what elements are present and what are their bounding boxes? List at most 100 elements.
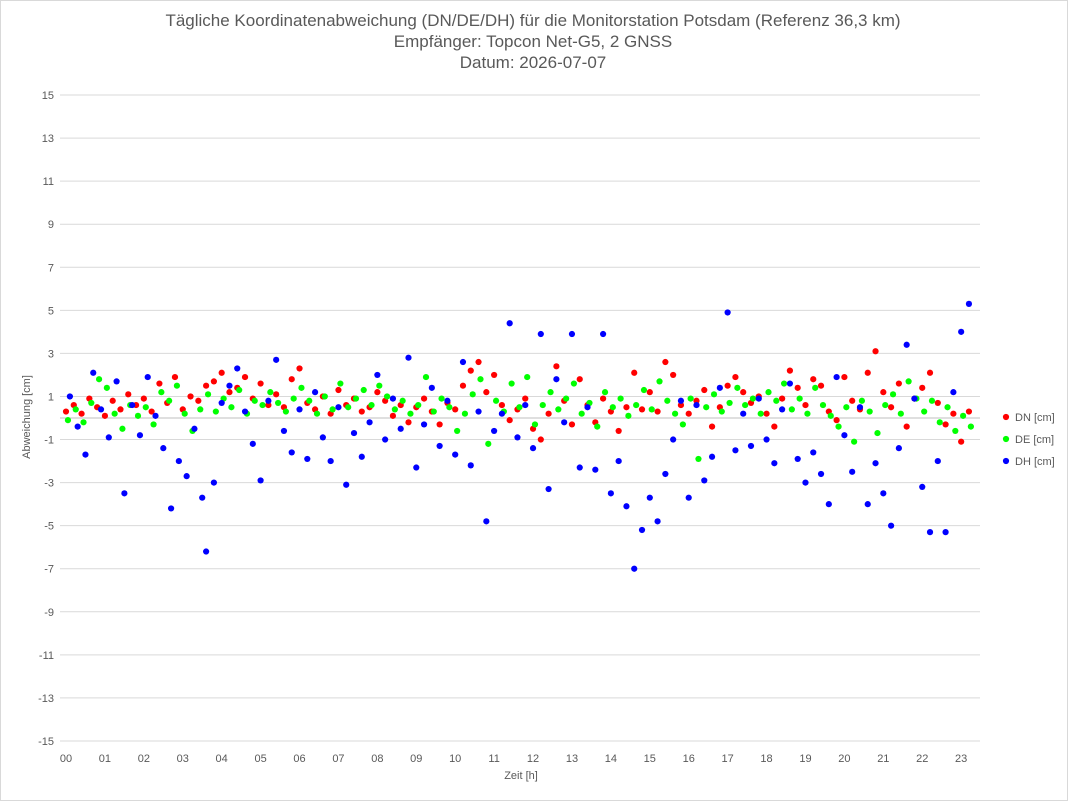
point-de <box>422 373 430 381</box>
point-de <box>228 404 235 411</box>
x-tick-label: 22 <box>916 753 928 765</box>
point-dh <box>428 384 435 391</box>
point-dn <box>475 358 482 366</box>
point-de <box>477 376 484 383</box>
point-dn <box>685 410 692 417</box>
point-de <box>718 408 725 415</box>
point-de <box>64 417 72 424</box>
point-dn <box>802 401 809 409</box>
point-dh <box>662 470 669 478</box>
chart-title: Tägliche Koordinatenabweichung (DN/DE/DH… <box>0 10 1066 73</box>
point-dn <box>771 423 778 430</box>
point-de <box>664 397 671 404</box>
point-dh <box>144 373 151 381</box>
point-de <box>765 389 772 396</box>
point-de <box>430 408 437 415</box>
point-dh <box>592 466 599 473</box>
point-dh <box>97 406 105 413</box>
point-dn <box>374 389 381 396</box>
x-tick-label: 06 <box>293 753 305 765</box>
point-dh <box>210 479 217 486</box>
point-dn <box>568 421 576 428</box>
point-dn <box>420 395 428 402</box>
point-dh <box>327 457 334 465</box>
point-dn <box>888 404 895 411</box>
point-dh <box>105 434 112 441</box>
point-dh <box>693 401 700 409</box>
x-tick-label: 12 <box>527 753 539 765</box>
x-tick-label: 03 <box>177 753 189 765</box>
point-de <box>212 408 219 415</box>
point-dh <box>491 427 498 435</box>
point-de <box>415 401 422 409</box>
legend-marker-dn <box>1002 413 1010 421</box>
point-dh <box>304 455 311 463</box>
point-dh <box>199 494 206 501</box>
point-dh <box>670 436 677 443</box>
point-de <box>609 404 616 411</box>
point-de <box>329 406 336 413</box>
point-dh <box>584 404 591 411</box>
point-dn <box>522 395 529 402</box>
point-dh <box>265 397 272 404</box>
point-dh <box>444 397 451 404</box>
point-dh <box>779 406 786 413</box>
point-dh <box>389 395 397 402</box>
point-dn <box>537 436 544 443</box>
point-dh <box>576 464 583 471</box>
point-dn <box>358 408 365 415</box>
y-tick-label: -13 <box>38 693 54 705</box>
point-de <box>835 423 842 430</box>
point-de <box>391 406 398 413</box>
point-de <box>173 382 181 389</box>
point-dh <box>175 457 182 465</box>
point-de <box>111 410 118 417</box>
x-tick-label: 07 <box>332 753 344 765</box>
point-dh <box>553 376 560 383</box>
point-dn <box>654 408 661 415</box>
point-de <box>804 410 811 417</box>
point-dh <box>545 485 552 493</box>
point-dh <box>506 320 513 327</box>
point-dn <box>872 348 879 355</box>
point-de <box>897 410 904 417</box>
x-tick-label: 05 <box>254 753 266 765</box>
point-de <box>516 404 523 411</box>
point-de <box>407 410 414 417</box>
point-dh <box>958 328 965 335</box>
point-dh <box>911 395 918 402</box>
point-de <box>368 401 375 409</box>
point-dh <box>358 453 365 460</box>
point-dn <box>389 412 397 419</box>
point-de <box>819 401 827 409</box>
point-de <box>376 382 383 389</box>
point-dn <box>708 423 716 430</box>
point-dn <box>171 373 179 381</box>
point-dh <box>903 341 910 348</box>
point-dh <box>888 522 895 529</box>
point-dn <box>506 417 513 424</box>
x-tick-label: 15 <box>644 753 656 765</box>
point-de <box>72 406 79 413</box>
point-de <box>889 391 897 398</box>
point-dn <box>109 397 116 404</box>
point-de <box>204 391 212 398</box>
point-dn <box>101 412 109 419</box>
y-tick-label: -7 <box>44 564 54 576</box>
point-dh <box>934 457 941 465</box>
point-de <box>166 397 173 404</box>
point-dh <box>183 473 190 480</box>
point-dn <box>117 406 124 413</box>
point-de <box>80 419 87 426</box>
point-de <box>617 395 624 402</box>
point-dn <box>903 423 910 430</box>
point-dn <box>841 373 848 381</box>
point-de <box>679 421 686 428</box>
point-dn <box>218 369 225 376</box>
point-de <box>345 404 352 411</box>
point-dh <box>280 427 288 435</box>
point-dh <box>350 429 358 437</box>
point-dh <box>413 464 420 471</box>
